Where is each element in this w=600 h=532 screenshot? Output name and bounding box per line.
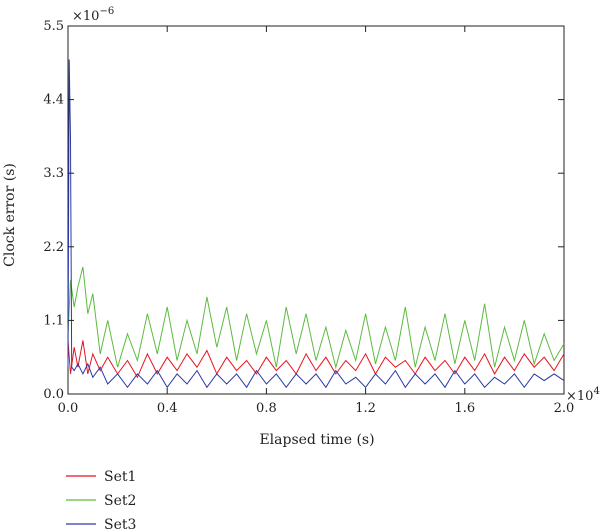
- series-layer: [67, 59, 565, 389]
- series-line-set2: [67, 266, 565, 370]
- legend-item-set3: Set3: [66, 517, 136, 532]
- x-tick-label: 1.2: [355, 401, 376, 416]
- y-tick-label: 0.0: [43, 387, 64, 402]
- legend-label: Set1: [104, 469, 136, 485]
- x-tick-label: 0.4: [157, 401, 178, 416]
- plot-frame: [67, 25, 565, 395]
- legend: Set1 Set2 Set3: [66, 469, 136, 532]
- x-multiplier-label: ×104: [566, 386, 600, 404]
- legend-label: Set3: [104, 517, 136, 532]
- y-multiplier-label: ×10−6: [72, 6, 114, 24]
- y-tick-label: 3.3: [43, 166, 64, 181]
- y-tick-label: 2.2: [43, 240, 64, 255]
- legend-item-set2: Set2: [66, 493, 136, 509]
- y-axis-label: Clock error (s): [2, 163, 18, 267]
- x-tick-label: 0.0: [58, 401, 79, 416]
- x-tick-label: 2.0: [554, 401, 575, 416]
- tick-layer: 0.0 0.4 0.8 1.2 1.6 2.0 0.0 1.1 2.2 3.3 4.4 5.5: [43, 19, 574, 416]
- plot-area: 0.0 0.4 0.8 1.2 1.6 2.0 0.0 1.1 2.2 3.3 4.4 5.5: [43, 19, 574, 416]
- y-tick-label: 1.1: [43, 313, 64, 328]
- y-tick-label: 5.5: [43, 19, 64, 34]
- legend-item-set1: Set1: [66, 469, 136, 485]
- y-tick-label: 4.4: [43, 93, 64, 108]
- x-axis-label: Elapsed time (s): [259, 432, 374, 448]
- x-tick-label: 1.6: [454, 401, 475, 416]
- series-line-set3: [67, 59, 565, 389]
- x-tick-label: 0.8: [256, 401, 277, 416]
- legend-label: Set2: [104, 493, 136, 509]
